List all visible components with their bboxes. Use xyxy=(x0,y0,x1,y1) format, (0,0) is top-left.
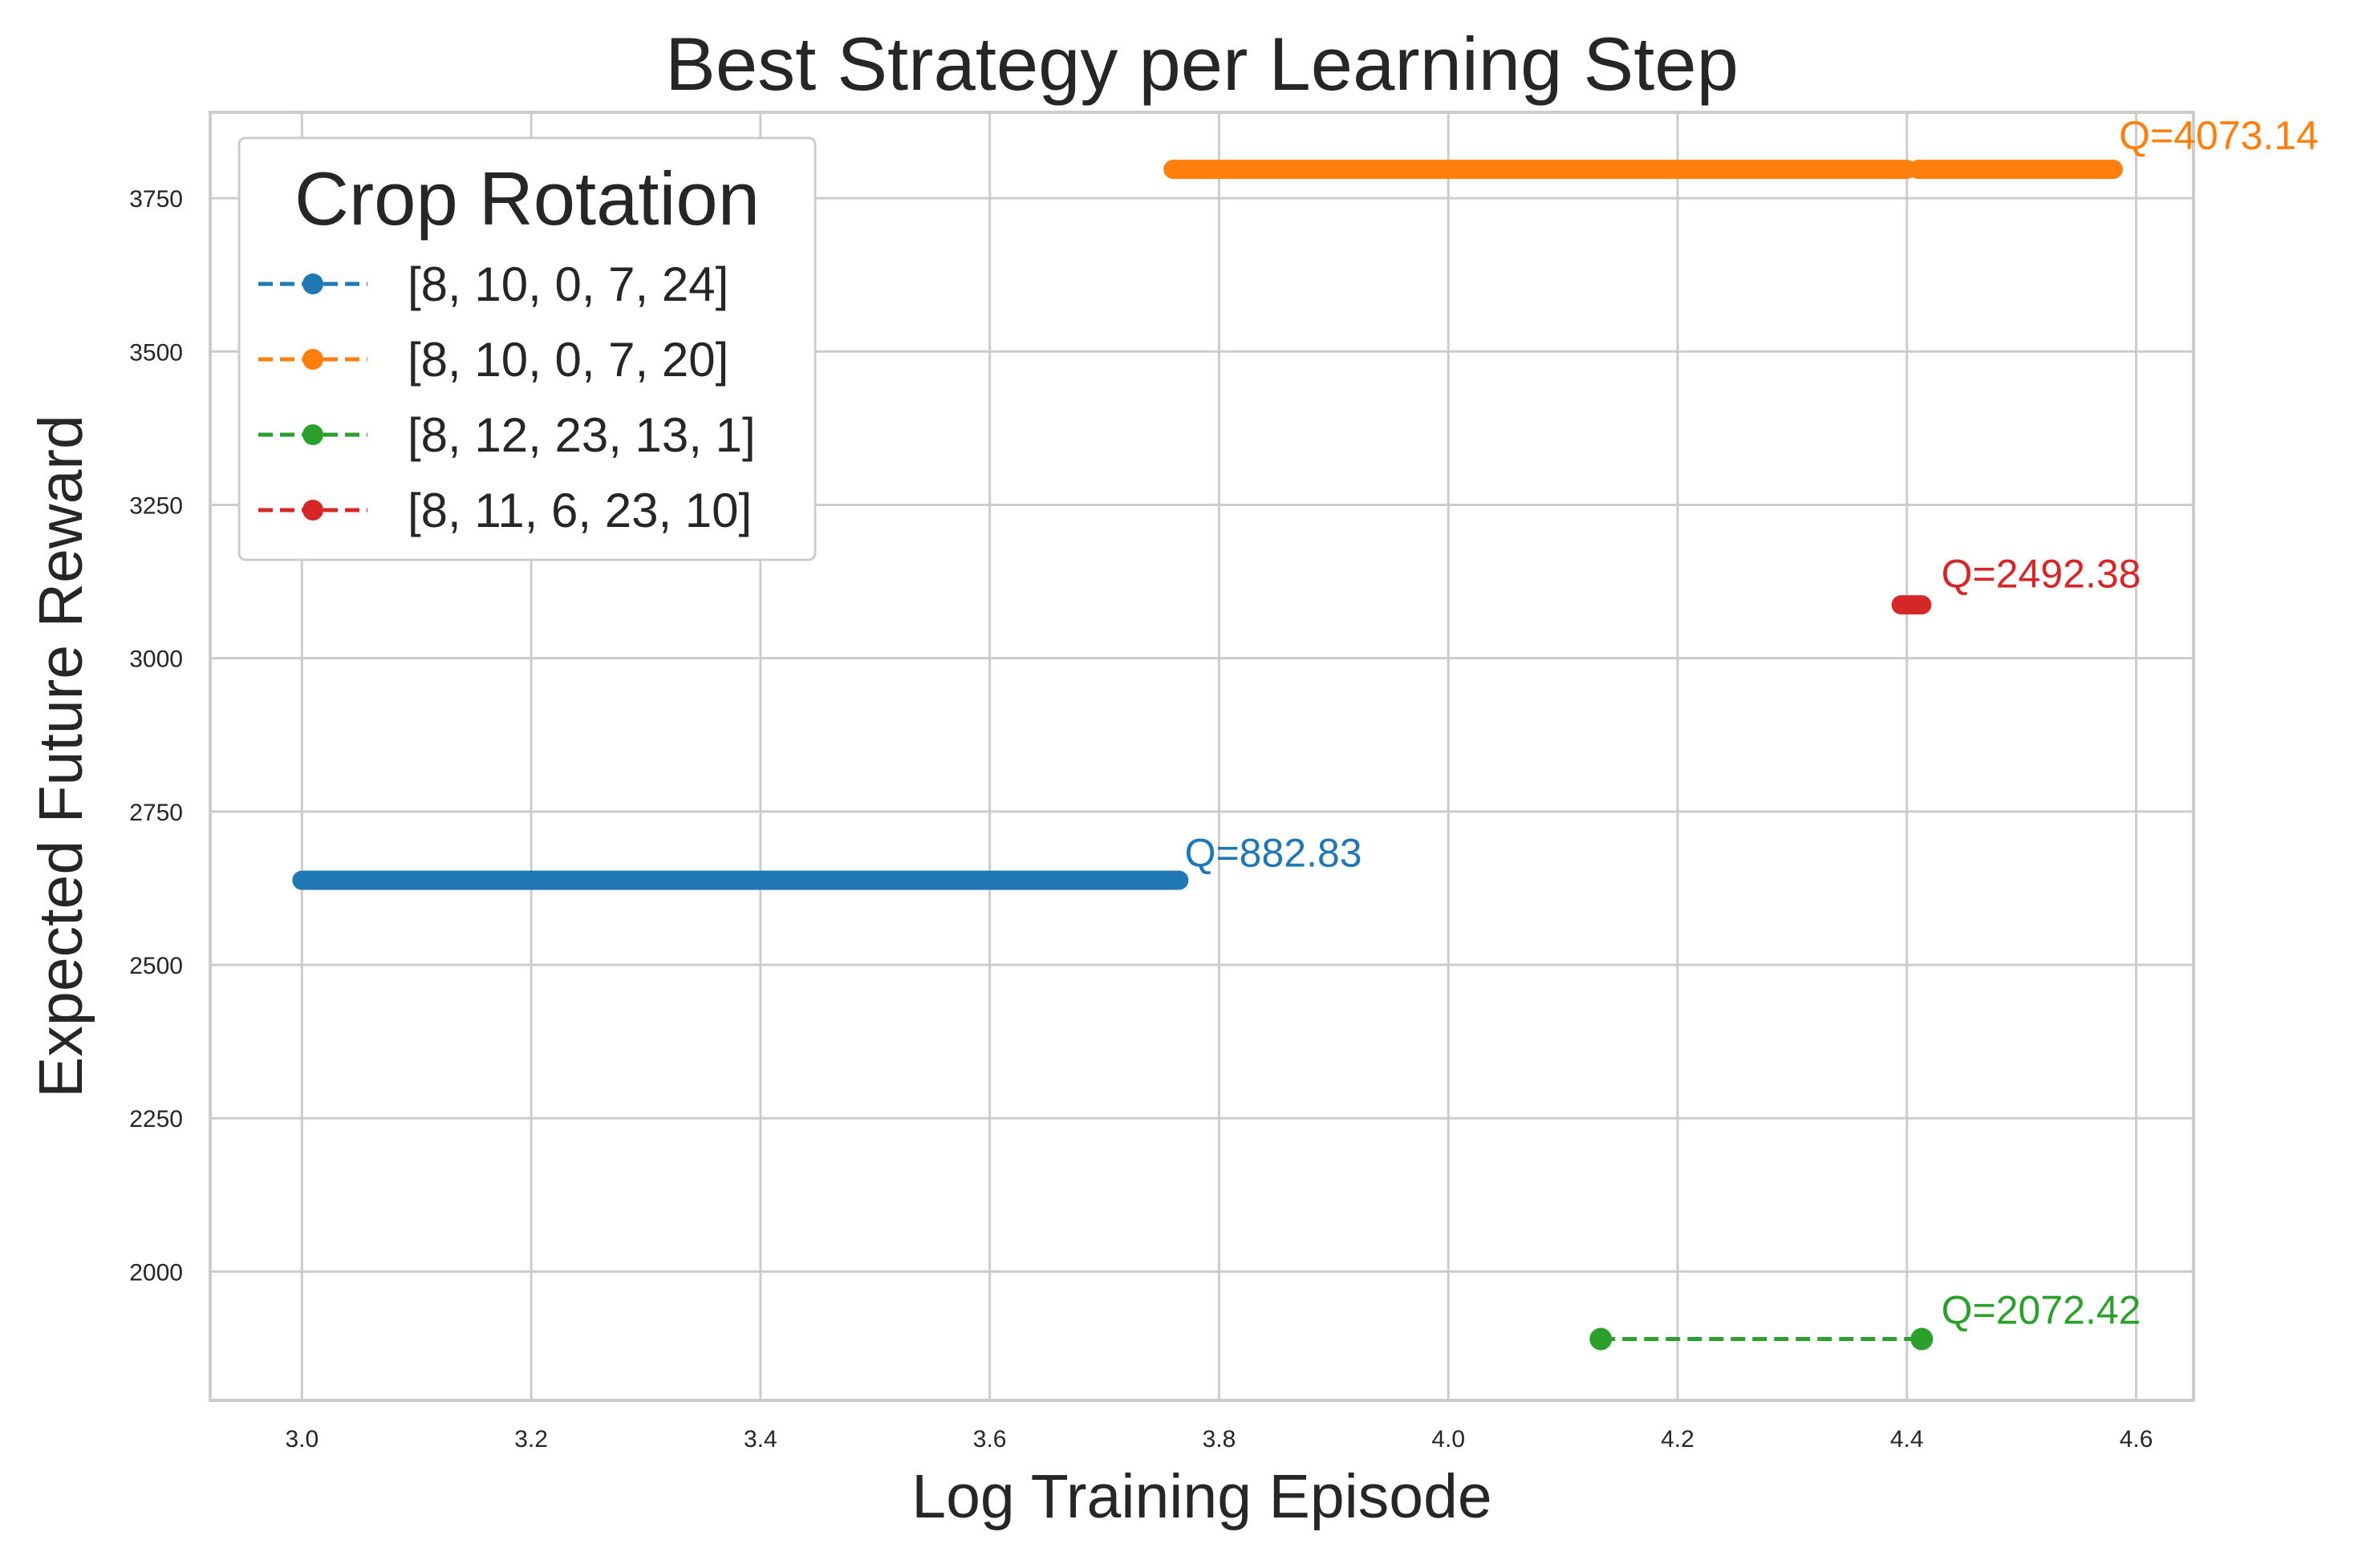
legend-label: [8, 11, 6, 23, 10] xyxy=(408,484,752,537)
x-tick-label: 4.4 xyxy=(1890,1426,1924,1453)
x-tick-label: 3.4 xyxy=(744,1426,777,1453)
y-tick-label: 2000 xyxy=(129,1259,183,1286)
y-axis-label: Expected Future Reward xyxy=(26,415,95,1098)
y-tick-label: 2750 xyxy=(129,800,183,826)
legend-item: [8, 12, 23, 13, 1] xyxy=(258,408,756,462)
legend-marker xyxy=(302,500,323,521)
annotations: Q=882.83 Q=4073.14 Q=2072.42 Q=2492.38 xyxy=(1185,113,2319,1333)
tick-labels: 3.0 3.2 3.4 3.6 3.8 4.0 4.2 4.4 4.6 2000 2250 2500 2… xyxy=(129,186,2153,1453)
y-tick-label: 2500 xyxy=(129,953,183,979)
annotation-label: Q=882.83 xyxy=(1185,831,1362,876)
annotation-label: Q=2072.42 xyxy=(1942,1287,2141,1332)
legend-items: [8, 10, 0, 7, 24] [8, 10, 0, 7, 20] [8, 12… xyxy=(258,257,756,537)
x-tick-label: 3.6 xyxy=(973,1426,1007,1453)
chart-title: Best Strategy per Learning Step xyxy=(665,22,1739,106)
series-layer xyxy=(292,160,2123,1351)
x-tick-label: 3.8 xyxy=(1203,1426,1236,1453)
x-tick-label: 4.0 xyxy=(1431,1426,1465,1453)
legend-item: [8, 10, 0, 7, 24] xyxy=(258,257,728,311)
legend-item: [8, 11, 6, 23, 10] xyxy=(258,484,752,537)
x-axis-label: Log Training Episode xyxy=(911,1462,1491,1531)
legend-label: [8, 10, 0, 7, 20] xyxy=(408,333,728,387)
data-point xyxy=(1589,1327,1613,1351)
x-tick-label: 3.2 xyxy=(514,1426,548,1453)
legend-title: Crop Rotation xyxy=(294,156,760,241)
y-tick-label: 3500 xyxy=(129,339,183,366)
legend-label: [8, 10, 0, 7, 24] xyxy=(408,257,728,311)
plot-frame xyxy=(209,111,2195,1402)
legend-marker xyxy=(302,424,323,445)
data-point xyxy=(1910,1327,1934,1351)
y-tick-label: 2250 xyxy=(129,1106,183,1132)
legend: Crop Rotation [8, 10, 0, 7, 24][8, 10, 0… xyxy=(237,136,817,561)
annotation-label: Q=2492.38 xyxy=(1942,552,2141,597)
legend-box xyxy=(237,136,817,561)
legend-label: [8, 12, 23, 13, 1] xyxy=(408,408,756,462)
legend-item: [8, 10, 0, 7, 20] xyxy=(258,333,728,387)
x-tick-label: 4.6 xyxy=(2120,1426,2153,1453)
x-tick-label: 4.2 xyxy=(1661,1426,1694,1453)
series-3 xyxy=(1589,1327,1934,1351)
annotation-label: Q=4073.14 xyxy=(2119,113,2319,158)
x-tick-label: 3.0 xyxy=(285,1426,319,1453)
y-tick-label: 3750 xyxy=(129,186,183,213)
y-tick-label: 3000 xyxy=(129,646,183,673)
legend-marker xyxy=(302,273,323,294)
legend-marker xyxy=(302,349,323,370)
y-tick-label: 3250 xyxy=(129,492,183,519)
